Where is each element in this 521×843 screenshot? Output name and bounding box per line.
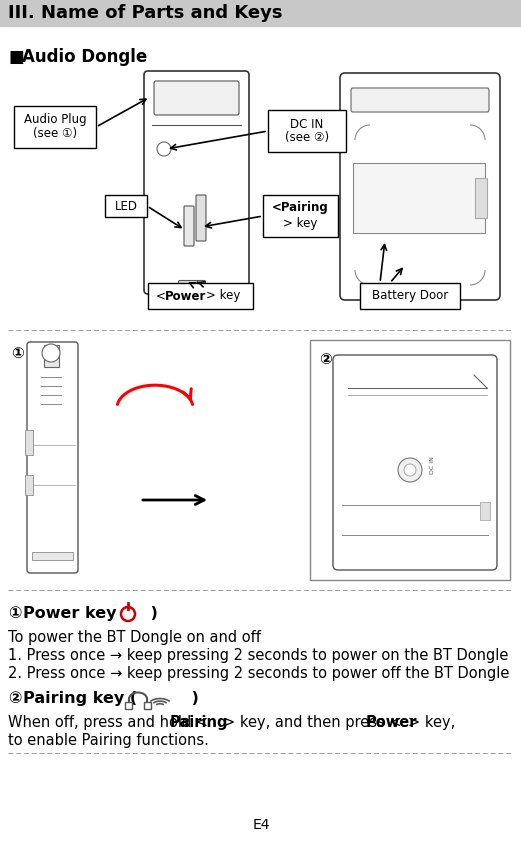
Text: 2. Press once → keep pressing 2 seconds to power off the BT Dongle: 2. Press once → keep pressing 2 seconds … [8,666,510,681]
Text: > key: > key [206,289,240,303]
Bar [268,110,346,152]
Circle shape [157,142,171,156]
FancyBboxPatch shape [179,281,205,302]
Text: > key: > key [283,217,318,230]
Circle shape [404,464,416,476]
Text: Audio Dongle: Audio Dongle [22,48,147,66]
FancyBboxPatch shape [154,81,239,115]
Bar [25,430,33,455]
Text: > key, and then press <: > key, and then press < [223,715,402,730]
Bar [263,195,338,237]
Text: ①: ① [8,606,21,621]
Bar [25,475,33,495]
Text: > key,: > key, [408,715,455,730]
Text: LED: LED [115,200,138,212]
Text: Power: Power [165,289,206,303]
FancyBboxPatch shape [351,88,489,112]
Text: ②: ② [8,691,21,706]
Text: Power key (: Power key ( [23,606,135,621]
Bar [148,283,253,309]
Bar [144,702,151,709]
Bar [353,163,485,233]
Text: <Pairing: <Pairing [272,201,329,214]
Text: ): ) [145,606,158,621]
Bar [310,340,510,580]
Text: DC IN: DC IN [290,117,324,131]
Text: Pairing: Pairing [170,715,229,730]
FancyBboxPatch shape [196,195,206,241]
FancyBboxPatch shape [144,71,249,294]
Bar [0,0,521,26]
FancyBboxPatch shape [184,206,194,246]
FancyBboxPatch shape [333,355,497,570]
Bar [32,552,73,560]
Circle shape [398,458,422,482]
Text: to enable Pairing functions.: to enable Pairing functions. [8,733,209,748]
Text: 1. Press once → keep pressing 2 seconds to power on the BT Dongle: 1. Press once → keep pressing 2 seconds … [8,648,508,663]
Text: ①: ① [11,346,24,361]
Text: To power the BT Dongle on and off: To power the BT Dongle on and off [8,630,261,645]
Circle shape [42,344,60,362]
Text: DC IN: DC IN [430,456,435,474]
Text: ②: ② [319,352,332,368]
Bar [14,106,96,148]
Text: Power: Power [366,715,417,730]
FancyBboxPatch shape [27,342,78,573]
Bar [105,195,147,217]
Text: III. Name of Parts and Keys: III. Name of Parts and Keys [8,4,282,22]
Bar [44,345,59,367]
Text: (see ①): (see ①) [33,127,77,141]
Text: Audio Plug: Audio Plug [23,114,86,126]
Text: (see ②): (see ②) [285,132,329,144]
Text: <: < [156,289,166,303]
Text: Pairing key (: Pairing key ( [23,691,143,706]
Text: ): ) [186,691,199,706]
Circle shape [121,607,135,621]
Bar [360,283,460,309]
Text: ■: ■ [8,48,24,66]
Bar [475,178,487,218]
Bar [125,702,132,709]
Text: Battery Door: Battery Door [372,289,448,303]
Bar [480,502,490,520]
Text: When off, press and hold <: When off, press and hold < [8,715,208,730]
FancyBboxPatch shape [340,73,500,300]
Text: E4: E4 [252,818,270,832]
